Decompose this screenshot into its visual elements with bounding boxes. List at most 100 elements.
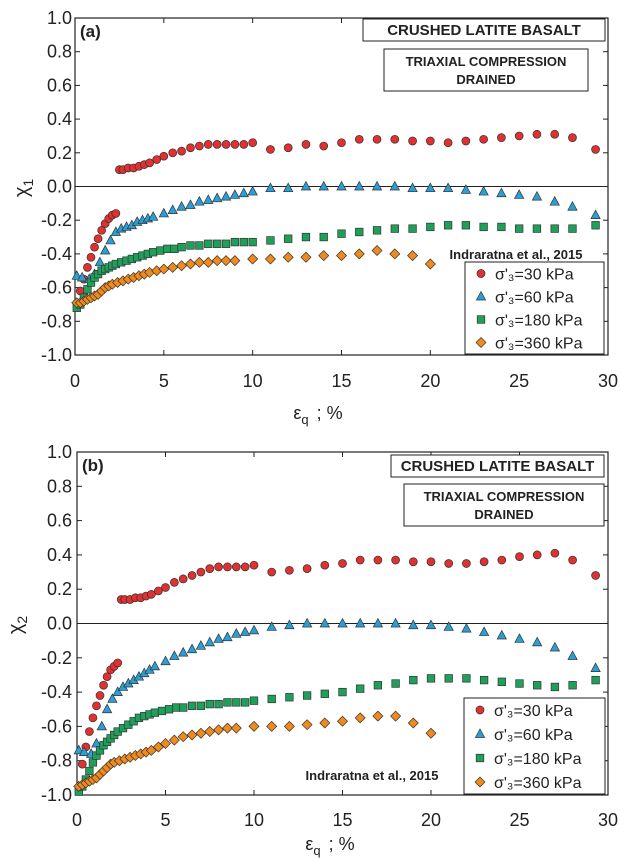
data-point [100,244,111,255]
data-point [373,555,383,565]
data-point [157,706,167,716]
data-point [159,151,169,161]
data-point [97,225,107,235]
x-axis-subscript: q [313,843,320,858]
legend-label: σ'₃=180 kPa [494,751,582,768]
y-tick-label: -0.6 [41,716,72,736]
data-point [176,200,187,211]
data-point [265,182,276,193]
y-axis-subscript: 1 [20,179,36,187]
subtitle-line2: DRAINED [456,72,515,87]
data-point [478,626,490,636]
data-point [112,686,123,696]
y-axis-title-b: χ2 [5,616,30,635]
x-axis-unit: ; % [329,834,355,854]
data-point [460,184,472,194]
subtitle-line1: TRIAXIAL COMPRESSION [406,54,567,69]
data-point [221,722,233,734]
data-point [170,244,179,253]
data-point [223,698,232,707]
data-point [163,244,172,253]
data-point [590,209,601,219]
data-point [372,710,384,722]
svg-text:χ2: χ2 [5,616,30,635]
data-point [231,628,242,638]
data-point [513,189,525,199]
y-tick-label: -0.6 [41,278,72,298]
y-tick-label: 1.0 [47,442,72,462]
data-point [99,680,108,690]
data-point [372,617,384,628]
y-tick-label: 0.6 [47,75,72,95]
data-point [177,243,186,252]
data-point [591,221,600,230]
data-point [161,583,170,592]
data-point [145,744,157,756]
data-point [497,555,507,565]
data-point [391,679,400,688]
x-tick-label: 25 [509,371,529,391]
legend-label: σ'₃=360 kPa [494,775,582,792]
data-point [319,232,328,242]
data-point [283,720,295,732]
data-point [407,250,419,262]
data-point [336,250,347,262]
y-tick-label: -0.4 [41,244,72,264]
data-point [230,140,240,149]
legend-marker [474,728,486,738]
data-point [194,195,205,206]
data-point [204,726,216,738]
data-point [285,693,294,702]
data-point [264,253,276,265]
x-tick-label: 30 [598,371,618,391]
data-point [496,629,507,640]
data-point [170,577,179,587]
data-point [301,617,313,628]
data-point [249,696,259,705]
data-point [390,224,399,233]
data-point [568,555,577,565]
data-point [73,744,84,755]
data-point [85,727,94,736]
legend-label: σ'₃=30 kPa [494,703,573,720]
legend-box [463,697,606,795]
data-point [248,237,257,247]
data-point [497,133,506,142]
data-point [284,619,295,630]
y-tick-label: 0.2 [47,143,72,163]
data-point [113,658,123,668]
data-point [266,236,275,245]
y-axis-title-a: χ1 [11,179,36,198]
data-point [591,675,600,685]
data-point [88,758,98,767]
x-tick-label: 15 [331,371,351,391]
data-point [389,180,400,191]
data-point [301,719,313,731]
title-box [362,18,606,42]
data-point [302,564,312,573]
series-circle [75,129,600,296]
data-point [338,559,347,568]
x-tick-label: 20 [420,371,440,391]
data-point [83,263,92,272]
subtitle-box [383,48,589,92]
data-point [267,567,277,577]
svg-text:χ1: χ1 [11,179,36,198]
data-point [149,660,161,671]
x-tick-label: 0 [72,810,82,830]
y-tick-label: 0.8 [47,42,72,62]
x-axis-subscript: q [301,412,308,427]
data-point [461,622,472,633]
data-point [372,226,382,235]
data-point [443,221,453,230]
data-point [302,691,312,700]
data-point [426,674,436,683]
data-point [105,234,116,245]
data-point [407,717,419,729]
data-point [147,211,159,221]
data-point [205,564,215,573]
data-point [462,559,471,568]
legend: σ'₃=30 kPa σ'₃=60 kPa σ'₃=180 kPa σ'₃=360 k… [463,697,606,795]
data-point [354,712,366,724]
legend-marker [476,269,486,278]
